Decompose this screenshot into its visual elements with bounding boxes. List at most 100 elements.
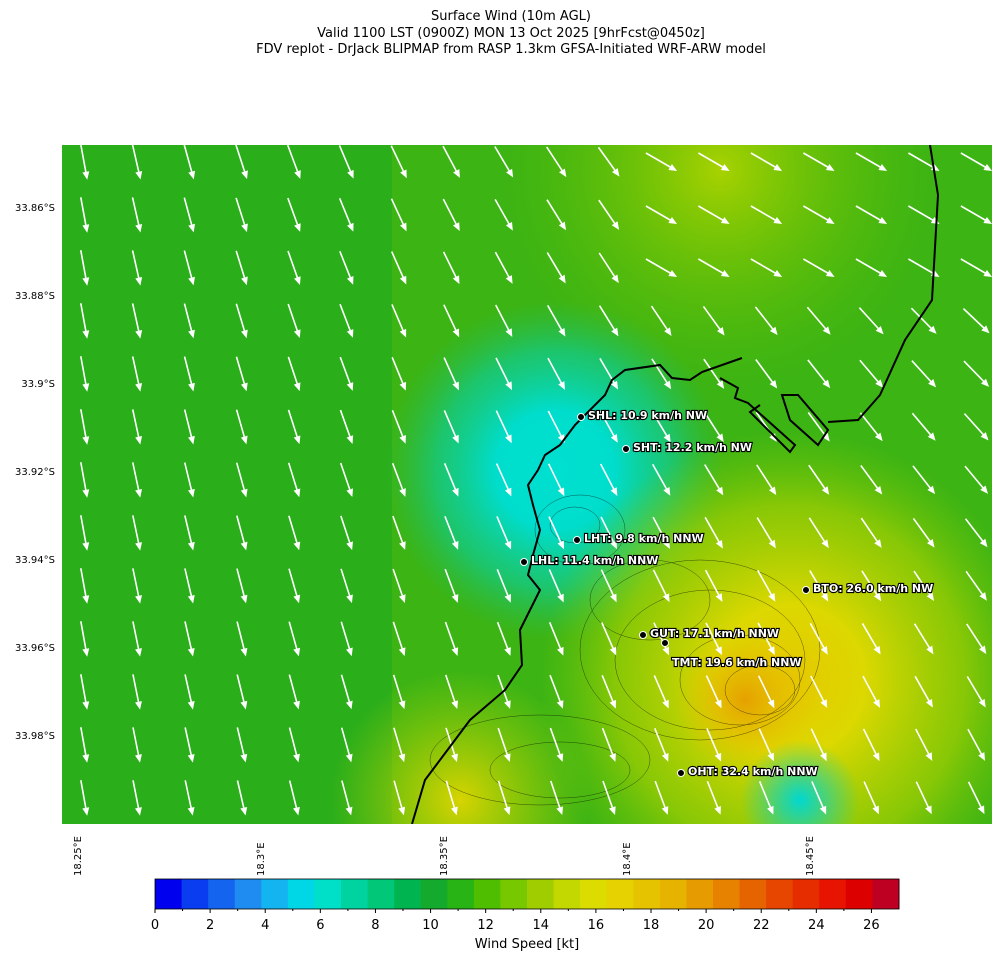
wind-arrow-head (558, 274, 566, 284)
colorbar-tick-label: 20 (698, 918, 715, 933)
wind-field (62, 145, 992, 824)
wind-arrow-shaft (908, 152, 935, 169)
wind-arrow-shaft (497, 780, 509, 810)
wind-arrow-shaft (808, 517, 827, 544)
wind-arrow-head (980, 432, 989, 441)
longitude-label: 18.25°E (73, 836, 84, 876)
wind-arrow-head (768, 593, 776, 602)
wind-arrow-shaft (706, 780, 720, 810)
wind-arrow-head (716, 433, 724, 443)
wind-arrow-shaft (236, 674, 246, 704)
wind-arrow-head (346, 488, 354, 498)
wind-arrow-head (768, 646, 775, 655)
wind-arrow-shaft (960, 205, 988, 222)
wind-arrow-head (662, 699, 669, 709)
wind-arrow-shaft (913, 570, 932, 597)
wind-arrow-head (714, 806, 721, 815)
wind-arrow-head (452, 222, 460, 232)
wind-arrow-head (82, 807, 90, 816)
wind-arrow-head (187, 754, 195, 763)
colorbar-label: Wind Speed [kt] (475, 937, 579, 952)
wind-arrow-head (399, 541, 406, 550)
wind-arrow-head (663, 487, 671, 496)
wind-arrow-shaft (392, 674, 404, 704)
wind-arrow-head (661, 806, 669, 815)
wind-arrow-head (927, 485, 936, 495)
wind-arrow-head (820, 699, 828, 709)
wind-arrow-head (400, 222, 407, 232)
wind-arrow-shaft (286, 145, 299, 174)
wind-arrow-head (720, 269, 730, 277)
wind-arrow-shaft (963, 360, 986, 384)
wind-arrow-head (188, 329, 195, 339)
longitude-label: 18.45°E (805, 836, 816, 876)
wind-arrow-shaft (340, 727, 351, 757)
station-label: BTO: 26.0 km/h NW (813, 582, 933, 595)
wind-arrow-head (241, 276, 248, 286)
wind-arrow-head (451, 541, 459, 550)
wind-arrow-shaft (132, 568, 140, 598)
wind-arrow-head (668, 269, 678, 277)
wind-arrow-shaft (963, 413, 986, 437)
wind-arrow-head (925, 805, 932, 815)
terrain-contours (429, 494, 821, 806)
wind-arrow-shaft (287, 462, 299, 492)
station-dot (677, 769, 685, 777)
wind-arrow-head (925, 752, 933, 761)
wind-arrow-shaft (339, 356, 352, 386)
wind-arrow-shaft (755, 359, 775, 385)
wind-arrow-shaft (698, 258, 725, 275)
wind-arrow-head (82, 330, 90, 339)
wind-arrow-shaft (132, 780, 140, 810)
wind-arrow-head (714, 699, 722, 709)
wind-arrow-shaft (183, 197, 193, 227)
wind-arrow-head (983, 216, 992, 224)
wind-arrow-head (558, 381, 566, 390)
wind-arrow-head (135, 701, 142, 710)
wind-arrow-shaft (443, 304, 458, 333)
wind-arrow-shaft (341, 780, 351, 810)
wind-arrow-head (664, 327, 672, 336)
wind-arrow-shaft (860, 517, 879, 544)
wind-arrow-shaft (548, 516, 563, 545)
wind-arrow-shaft (184, 621, 193, 651)
colorbar-tick-label: 6 (316, 918, 324, 933)
wind-arrow-shaft (861, 623, 879, 650)
wind-arrow-head (874, 539, 882, 548)
wind-arrow-shaft (288, 568, 299, 598)
wind-arrow-head (769, 379, 778, 389)
wind-arrow-shaft (183, 145, 193, 174)
wind-arrow-head (768, 486, 777, 496)
wind-arrow-shaft (445, 780, 456, 810)
wind-arrow-shaft (645, 258, 673, 275)
wind-arrow-head (503, 806, 511, 816)
wind-arrow-shaft (808, 464, 827, 491)
wind-arrow-shaft (339, 303, 352, 333)
wind-arrow-shaft (702, 305, 722, 332)
wind-arrow-shaft (288, 515, 299, 545)
wind-arrow-head (240, 541, 248, 551)
wind-arrow-shaft (132, 674, 140, 704)
wind-arrow-shaft (132, 621, 140, 651)
wind-arrow-shaft (132, 515, 140, 545)
wind-arrow-shaft (339, 250, 352, 280)
wind-arrow-shaft (698, 205, 725, 222)
wind-arrow-head (715, 646, 722, 656)
wind-arrow-shaft (549, 674, 562, 704)
wind-arrow-head (451, 753, 458, 763)
wind-arrow-head (928, 325, 937, 334)
wind-arrow-head (716, 486, 724, 496)
wind-arrow-shaft (495, 304, 511, 333)
wind-arrow-shaft (184, 515, 193, 545)
colorbar-frame (154, 878, 900, 910)
wind-arrow-shaft (79, 250, 87, 280)
wind-arrow-shaft (651, 411, 669, 438)
wind-arrow-shaft (183, 409, 193, 439)
wind-arrow-shaft (965, 570, 985, 597)
colorbar-tick-label: 22 (753, 918, 770, 933)
wind-arrow-head (767, 699, 775, 709)
wind-arrow-shaft (496, 569, 510, 598)
wind-arrow-shaft (600, 569, 615, 598)
wind-arrow-shaft (390, 251, 405, 280)
